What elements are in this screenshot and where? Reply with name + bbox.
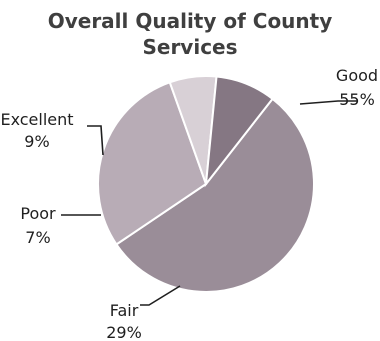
leader-line-excellent (87, 125, 104, 156)
slice-value-label-excellent: 9% (24, 132, 49, 151)
leader-line-fair (140, 285, 181, 306)
slice-value-label-fair: 29% (106, 323, 142, 341)
pie-slice-good (115, 97, 315, 293)
slice-label-excellent: Excellent (0, 110, 73, 129)
chart-title-line-1: Overall Quality of County (47, 9, 333, 33)
leader-line-good (299, 100, 358, 105)
slice-value-label-poor: 7% (25, 228, 50, 247)
chart-title: Overall Quality of County Services (0, 8, 380, 60)
slice-label-good: Good (336, 66, 378, 85)
chart-title-line-2: Services (142, 35, 238, 59)
pie-slice-fair (97, 80, 208, 246)
pie-slice-excellent (204, 75, 274, 188)
slice-value-label-good: 55% (339, 90, 375, 109)
slice-label-fair: Fair (110, 301, 139, 320)
slice-label-poor: Poor (20, 204, 56, 223)
